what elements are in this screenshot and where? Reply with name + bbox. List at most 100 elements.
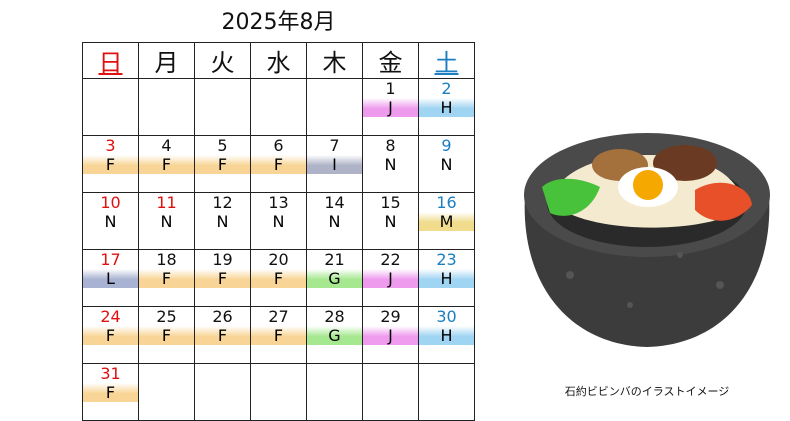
day-cell: 11 N [138,192,195,250]
shift-code: M [419,212,474,231]
day-number: 30 [436,307,457,326]
weekday-header: 水 [250,42,307,79]
shift-code: N [419,155,474,174]
day-cell [194,363,251,421]
shift-code: F [83,383,138,402]
shift-code: H [419,326,474,345]
calendar-title: 2025年8月 [221,10,336,35]
day-number: 13 [268,193,289,212]
day-cell: 23 H [418,249,475,307]
day-number: 26 [212,307,233,326]
shift-code: F [251,326,306,345]
day-cell: 24 F [82,306,139,364]
week-row: 24 F 25 F 26 F 27 F 28 G 29 J 30 H [82,306,475,364]
shift-code: N [363,155,418,174]
day-number: 20 [268,250,289,269]
day-cell [82,78,139,136]
bibimbap-illustration [524,133,770,347]
shift-code: J [363,326,418,345]
day-cell: 21 G [306,249,363,307]
shift-code: H [419,269,474,288]
day-number: 27 [268,307,289,326]
shift-code: H [419,98,474,117]
day-number: 15 [380,193,401,212]
day-cell: 10 N [82,192,139,250]
shift-code: N [251,212,306,231]
weekday-header: 月 [138,42,195,79]
day-cell [362,363,419,421]
day-cell: 19 F [194,249,251,307]
day-cell: 31 F [82,363,139,421]
shift-code: G [307,326,362,345]
day-number: 28 [324,307,345,326]
day-number: 16 [436,193,457,212]
day-number: 3 [105,136,116,155]
day-number: 12 [212,193,233,212]
weekday-header: 土 [418,42,475,79]
shift-code: F [195,155,250,174]
weekday-header: 木 [306,42,363,79]
weekday-header: 火 [194,42,251,79]
day-number: 11 [156,193,177,212]
day-number: 2 [441,79,452,98]
day-number: 18 [156,250,177,269]
day-cell [306,363,363,421]
day-number: 8 [385,136,396,155]
day-cell: 17 L [82,249,139,307]
shift-code: F [83,155,138,174]
shift-code: J [363,269,418,288]
day-number: 9 [441,136,452,155]
day-number: 4 [161,136,172,155]
day-cell [418,363,475,421]
day-cell [194,78,251,136]
shift-code: F [195,269,250,288]
shift-code: G [307,269,362,288]
day-number: 14 [324,193,345,212]
weekday-header: 日 [82,42,139,79]
day-number: 21 [324,250,345,269]
shift-code: N [363,212,418,231]
day-cell: 30 H [418,306,475,364]
day-cell: 27 F [250,306,307,364]
day-cell [306,78,363,136]
day-number: 19 [212,250,233,269]
shift-code: L [83,269,138,288]
shift-code: F [251,269,306,288]
day-cell: 15 N [362,192,419,250]
day-number: 5 [217,136,228,155]
day-cell: 14 N [306,192,363,250]
day-number: 29 [380,307,401,326]
shift-code: F [139,155,194,174]
day-cell: 26 F [194,306,251,364]
week-row: 10 N 11 N 12 N 13 N 14 N 15 N 16 M [82,192,475,250]
day-number: 17 [100,250,121,269]
shift-code: N [83,212,138,231]
shift-code: N [307,212,362,231]
day-cell [250,78,307,136]
week-row: 31 F [82,363,475,421]
day-cell [138,78,195,136]
day-cell: 20 F [250,249,307,307]
day-cell [138,363,195,421]
day-cell: 29 J [362,306,419,364]
shift-code: F [139,269,194,288]
shift-code: F [251,155,306,174]
day-cell: 18 F [138,249,195,307]
day-cell: 22 J [362,249,419,307]
day-number: 6 [273,136,284,155]
day-number: 22 [380,250,401,269]
day-cell: 13 N [250,192,307,250]
shift-code: F [195,326,250,345]
image-caption: 石約ビビンバのイラストイメージ [564,385,730,398]
day-number: 10 [100,193,121,212]
